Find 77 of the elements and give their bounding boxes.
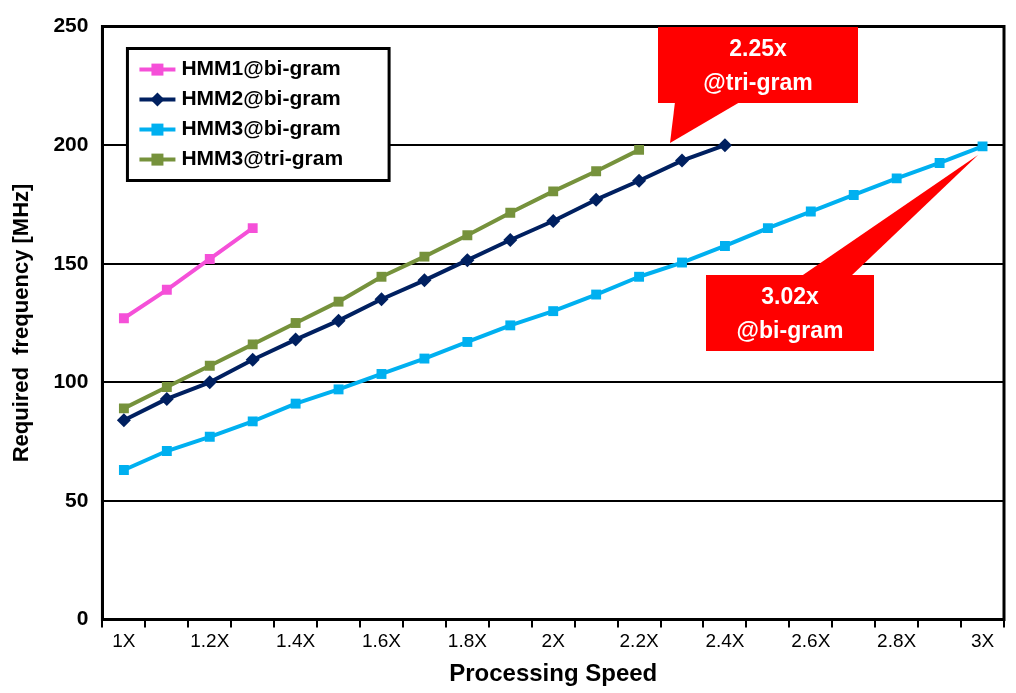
point (247, 223, 258, 234)
point (505, 207, 516, 218)
point (204, 254, 215, 264)
point (118, 403, 129, 414)
point (546, 214, 561, 229)
point (333, 384, 344, 395)
point (245, 352, 260, 367)
y-tick-label: 0 (76, 606, 89, 630)
x-tick-label: 1.6X (361, 630, 402, 652)
point (591, 289, 602, 300)
point (762, 223, 773, 234)
y-tick-label: 150 (53, 250, 89, 274)
point (159, 391, 174, 406)
point (116, 413, 131, 428)
x-axis-title: Processing Speed (449, 659, 658, 687)
point (462, 230, 473, 241)
point (591, 166, 602, 177)
point (417, 273, 432, 288)
point (333, 296, 344, 307)
point (589, 192, 604, 207)
point (675, 153, 690, 168)
point (204, 431, 215, 442)
legend-label: HMM1@bi-gram (181, 56, 341, 80)
y-tick-label: 200 (53, 131, 89, 155)
point (503, 233, 518, 248)
point (677, 257, 687, 268)
point (288, 332, 303, 347)
point (204, 360, 215, 371)
point (720, 240, 730, 251)
point (548, 306, 559, 317)
point (934, 157, 945, 168)
x-tick-label: 1.4X (276, 630, 316, 652)
x-tick-label: 3X (970, 630, 995, 652)
point (161, 446, 172, 456)
y-tick-label: 50 (65, 487, 89, 511)
point (634, 271, 645, 282)
point (805, 206, 816, 217)
point (118, 313, 129, 324)
x-tick-label: 2.6X (791, 630, 831, 652)
x-tick-label: 1.8X (447, 630, 488, 652)
point (290, 318, 301, 328)
x-tick-label: 2.2X (619, 630, 659, 652)
legend-label: HMM3@tri-gram (181, 146, 344, 170)
point (891, 173, 902, 184)
point (161, 382, 172, 392)
point (161, 284, 172, 295)
x-tick-label: 2.8X (877, 630, 917, 652)
point (460, 253, 475, 268)
point (376, 271, 387, 282)
point (331, 313, 346, 328)
point (376, 369, 387, 379)
point (548, 186, 559, 197)
point (462, 337, 473, 347)
point (374, 292, 389, 307)
y-tick-label: 100 (53, 369, 89, 393)
x-tick-label: 1X (112, 630, 136, 652)
point (247, 416, 258, 427)
point (419, 251, 430, 262)
point (634, 144, 645, 155)
point (505, 320, 516, 331)
callout-box: 3.02x @bi-gram (706, 275, 874, 351)
point (977, 141, 988, 152)
x-tick-label: 2X (541, 630, 566, 652)
legend-label: HMM2@bi-gram (181, 86, 341, 110)
point (419, 353, 430, 364)
x-tick-label: 1.2X (190, 630, 230, 652)
point (848, 190, 859, 200)
point (717, 138, 732, 153)
legend-label: HMM3@bi-gram (181, 116, 341, 140)
y-axis-title: Required frequency [MHz] (8, 183, 34, 463)
point (632, 173, 647, 188)
y-tick-label: 250 (53, 13, 89, 37)
point (290, 398, 301, 409)
point (118, 465, 129, 475)
point (247, 339, 258, 350)
point (202, 375, 217, 390)
x-tick-label: 2.4X (705, 630, 745, 652)
